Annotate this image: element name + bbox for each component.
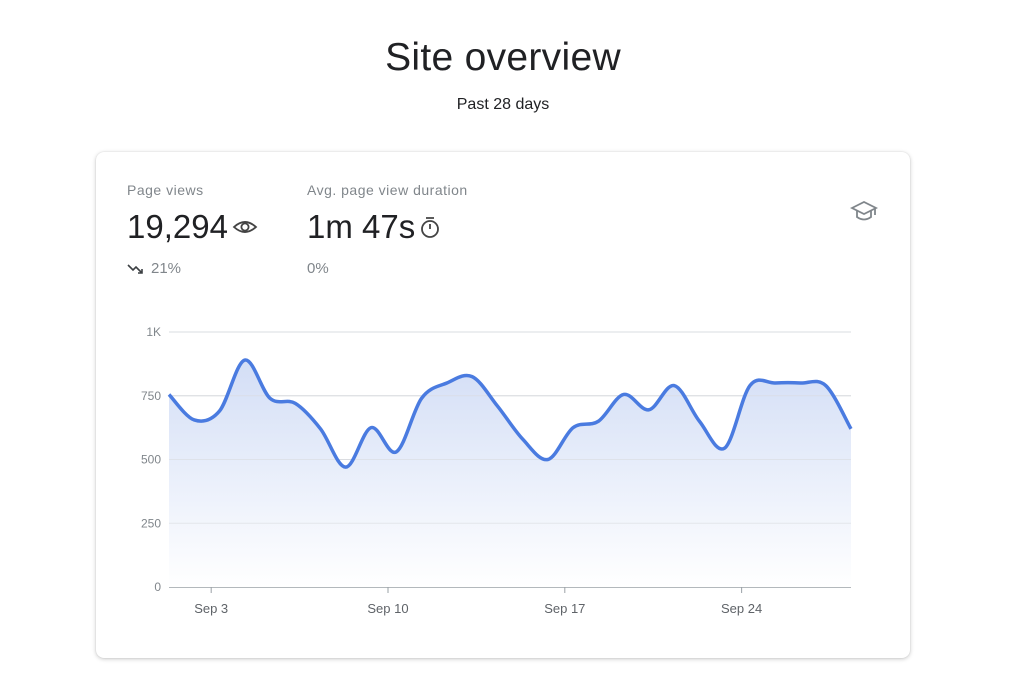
timer-icon [421,217,440,238]
page-title: Site overview [385,36,621,79]
metric-page-views: Page views 19,294 21% [127,182,258,277]
x-tick-label: Sep 24 [721,601,762,616]
y-tick-label: 750 [141,389,161,403]
metric-value: 19,294 [127,208,228,245]
y-tick-label: 1K [146,325,161,339]
metric-avg-duration: Avg. page view duration 1m 47s 0% [307,182,468,277]
series-line [167,358,853,469]
metric-label: Avg. page view duration [307,182,468,198]
x-tick-label: Sep 10 [367,601,408,616]
x-tick-label: Sep 17 [544,601,585,616]
eye-icon [232,221,258,233]
overview-card: Page views 19,294 21% Avg. page view dur… [96,152,910,658]
y-tick-label: 250 [141,516,161,530]
y-tick-label: 0 [154,580,161,594]
y-tick-label: 500 [141,453,161,467]
metric-value: 1m 47s [307,208,416,245]
trending-down-icon [127,263,143,274]
school-icon[interactable] [850,200,878,224]
page-views-chart: 0 250 500 750 1K Sep 3 Sep 10 Sep 17 Sep 24 [141,325,853,616]
metric-label: Page views [127,182,204,198]
date-range-label: Past 28 days [456,96,550,113]
area-fill [169,359,851,587]
metric-change: 0% [307,260,329,277]
metric-change: 21% [151,260,182,277]
x-tick-label: Sep 3 [194,601,228,616]
